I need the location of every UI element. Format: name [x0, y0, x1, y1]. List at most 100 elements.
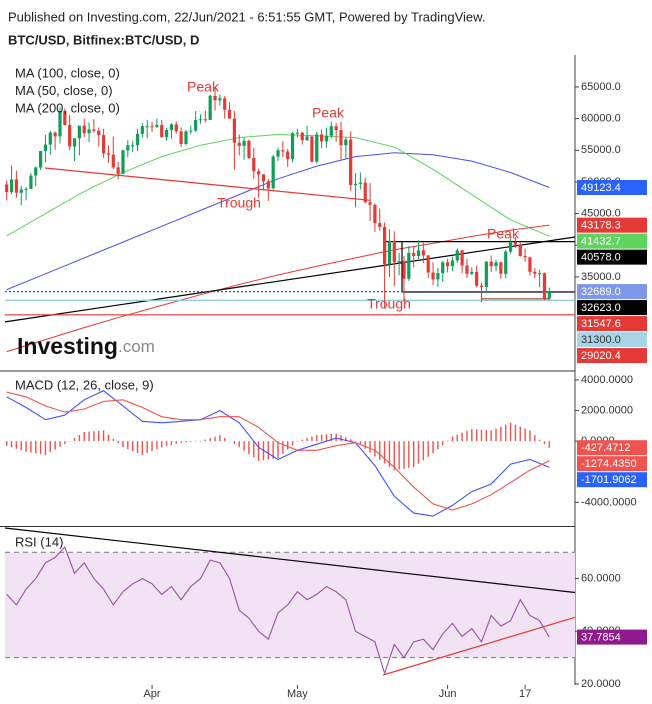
y-tick-label: 60000.0 — [581, 113, 621, 125]
candle-body — [441, 262, 445, 274]
candle-body — [213, 95, 217, 101]
indicator-line — [6, 133, 550, 237]
candle-body — [329, 126, 333, 136]
histogram-bar — [35, 441, 37, 454]
candle-body — [445, 262, 450, 267]
candle-body — [14, 179, 18, 193]
candle-body — [242, 140, 246, 146]
histogram-bar — [286, 441, 289, 450]
candle-body — [43, 144, 48, 151]
histogram-bar — [243, 441, 245, 451]
price-badge-label: 32689.0 — [581, 286, 621, 298]
price-badge — [577, 233, 647, 249]
candle-body — [121, 150, 125, 174]
y-tick-label: 4000.0000 — [581, 374, 633, 386]
histogram-bar — [306, 438, 308, 442]
price-badge — [577, 456, 647, 472]
histogram-bar — [345, 437, 347, 442]
histogram-bar — [209, 438, 211, 442]
indicator-line — [6, 390, 550, 517]
histogram-bar — [388, 441, 391, 467]
histogram-bar — [393, 441, 395, 471]
candle-body — [508, 242, 513, 252]
histogram-bar — [219, 435, 221, 442]
candle-body — [155, 124, 159, 127]
candle-body — [53, 132, 57, 137]
y-tick-label: 60.0000 — [581, 572, 621, 584]
candle-body — [276, 150, 280, 157]
candle-body — [77, 125, 81, 139]
histogram-bar — [83, 431, 85, 442]
symbol: BTC/USD, Bitfinex:BTC/USD, D — [8, 32, 199, 47]
histogram-bar — [30, 441, 32, 453]
candle-body — [198, 119, 203, 121]
histogram-bar — [534, 435, 536, 442]
candle-body — [426, 255, 430, 273]
trend-line — [4, 527, 576, 594]
histogram-bar — [277, 441, 279, 458]
candle-body — [533, 271, 537, 274]
candle-body — [29, 175, 33, 189]
x-tick-label: 17 — [519, 688, 531, 700]
histogram-bar — [15, 441, 18, 449]
histogram-bar — [93, 431, 95, 442]
annotation: Peak — [187, 79, 220, 95]
histogram-bar — [349, 439, 352, 442]
candle-body — [247, 140, 251, 158]
y-tick-label: -4000.0000 — [581, 496, 637, 508]
published-note: Published on Investing.com, 22/Jun/2021 … — [8, 9, 485, 24]
candle-body — [58, 111, 62, 137]
candle-body — [135, 133, 140, 146]
histogram-bar — [437, 441, 439, 450]
histogram-bar — [112, 438, 114, 442]
annotation: Peak — [487, 226, 520, 242]
histogram-bar — [165, 441, 168, 447]
histogram-bar — [78, 435, 81, 442]
histogram-bar — [175, 441, 177, 444]
candle-body — [436, 273, 440, 280]
pane-title: RSI (14) — [15, 534, 63, 549]
histogram-bar — [238, 441, 240, 448]
histogram-bar — [500, 426, 502, 442]
histogram-bar — [519, 426, 521, 442]
candle-body — [257, 171, 261, 175]
histogram-bar — [374, 441, 376, 457]
price-badge-label: 41432.7 — [581, 236, 621, 248]
histogram-bar — [296, 441, 299, 442]
candle-body — [106, 153, 111, 155]
histogram-bar — [20, 441, 22, 451]
watermark-brand: Investing — [17, 333, 118, 359]
candle-body — [450, 260, 455, 267]
candle-body — [310, 136, 314, 162]
histogram-bar — [495, 428, 497, 442]
price-badge-label: 49123.4 — [581, 182, 621, 194]
price-badge-label: 31547.6 — [581, 318, 621, 330]
histogram-bar — [548, 441, 551, 448]
trend-line — [480, 292, 550, 300]
histogram-bar — [185, 441, 187, 443]
histogram-bar — [451, 436, 454, 442]
candle-body — [363, 182, 367, 203]
histogram-bar — [44, 441, 47, 455]
candle-body — [373, 204, 377, 224]
candle-body — [407, 252, 411, 279]
histogram-bar — [146, 441, 148, 454]
candle-body — [116, 167, 120, 174]
histogram-bar — [25, 441, 27, 452]
candle-body — [101, 135, 106, 154]
histogram-bar — [228, 441, 231, 442]
histogram-bar — [456, 434, 458, 442]
histogram-bar — [422, 441, 425, 461]
candle-body — [5, 184, 9, 193]
candle-body — [227, 109, 232, 119]
candle-body — [164, 130, 169, 137]
price-badge-label: 32623.0 — [581, 302, 621, 314]
histogram-bar — [253, 441, 255, 458]
candle-body — [484, 261, 488, 288]
histogram-bar — [272, 441, 274, 459]
histogram-bar — [529, 430, 531, 442]
candle-body — [174, 124, 178, 132]
y-tick-label: 2000.0000 — [581, 404, 633, 416]
candle-body — [494, 262, 498, 267]
candle-body — [320, 134, 324, 142]
